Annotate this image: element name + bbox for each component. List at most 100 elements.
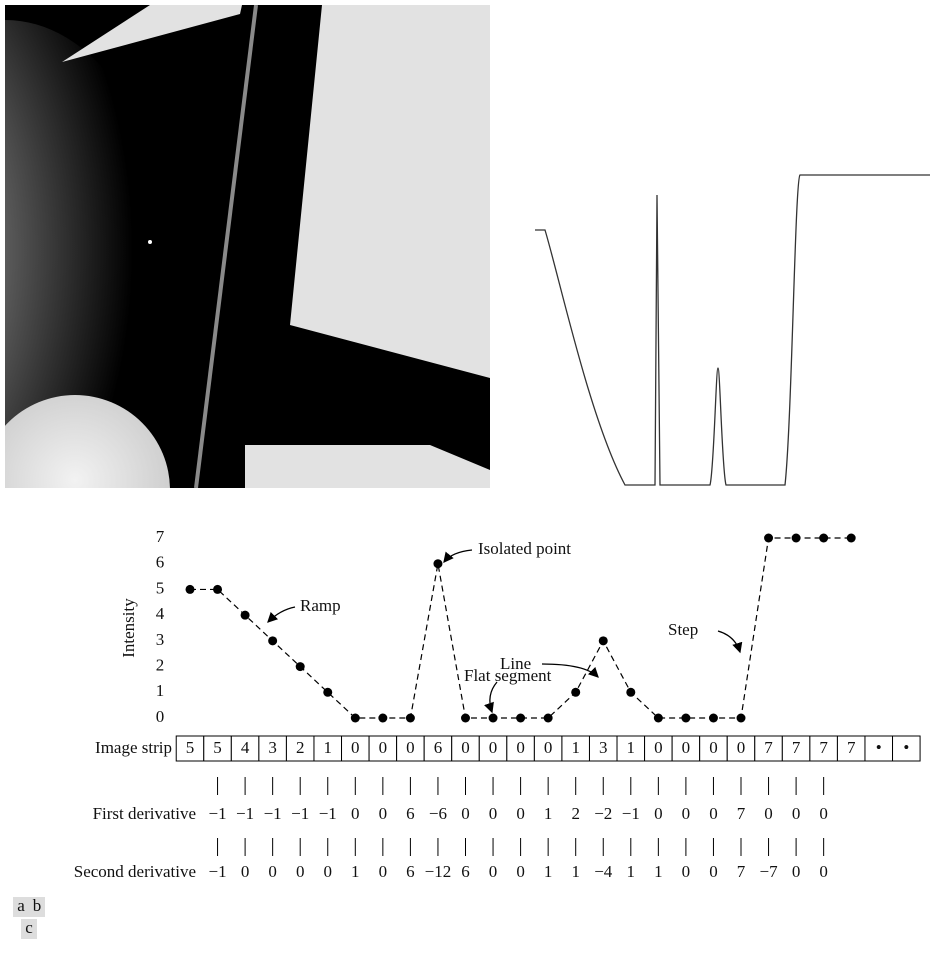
derivative-value: 6 — [461, 862, 470, 881]
derivative-value: 0 — [654, 804, 663, 823]
panel-label-box — [29, 897, 45, 917]
strip-value: • — [876, 738, 882, 757]
derivative-value: −6 — [429, 804, 447, 823]
strip-cell — [506, 735, 535, 762]
panel-label: c — [25, 918, 33, 937]
derivative-value: 1 — [544, 862, 553, 881]
data-point — [488, 713, 498, 723]
strip-cell — [285, 735, 315, 762]
derivative-value: 0 — [792, 804, 801, 823]
panel-label: b — [33, 896, 42, 915]
synthetic-image — [5, 5, 490, 488]
data-point — [433, 559, 443, 569]
derivative-value: 0 — [682, 862, 691, 881]
y-axis-label: Intensity — [119, 598, 138, 658]
strip-value: 0 — [682, 738, 691, 757]
intensity-profile — [535, 174, 930, 486]
row-label: Second derivative — [74, 862, 196, 881]
panel-label-box — [21, 919, 37, 939]
panel-label-box — [13, 897, 29, 917]
annotation: Ramp — [300, 596, 341, 615]
y-tick-label: 2 — [156, 655, 165, 674]
derivative-value: 0 — [489, 804, 498, 823]
derivative-value: 0 — [296, 862, 305, 881]
data-point — [185, 584, 195, 594]
data-point — [516, 713, 526, 723]
derivative-value: 0 — [709, 804, 718, 823]
derivative-value: 0 — [461, 804, 470, 823]
strip-cell — [616, 735, 646, 762]
y-tick-label: 6 — [156, 553, 165, 572]
data-point — [764, 533, 774, 543]
strip-value: 7 — [792, 738, 801, 757]
strip-cell — [644, 735, 673, 762]
derivative-value: −2 — [594, 804, 612, 823]
strip-value: 3 — [268, 738, 277, 757]
derivative-value: 1 — [544, 804, 553, 823]
annotation: Isolated point — [478, 539, 571, 558]
panel-label: a — [17, 896, 25, 915]
derivative-value: 7 — [737, 862, 746, 881]
data-point — [791, 533, 801, 543]
derivative-value: −1 — [291, 804, 309, 823]
derivative-value: 1 — [571, 862, 580, 881]
strip-value: 7 — [819, 738, 828, 757]
derivative-value: −1 — [209, 804, 227, 823]
strip-value: 7 — [847, 738, 856, 757]
y-tick-label: 1 — [156, 681, 165, 700]
strip-cell — [726, 735, 756, 762]
row-label: First derivative — [93, 804, 196, 823]
strip-value: • — [903, 738, 909, 757]
strip-cell — [892, 735, 921, 762]
strip-value: 0 — [351, 738, 360, 757]
derivative-value: −1 — [264, 804, 282, 823]
strip-cell — [561, 735, 590, 762]
strip-value: 4 — [241, 738, 250, 757]
strip-value: 0 — [379, 738, 388, 757]
strip-value: 5 — [186, 738, 195, 757]
strip-cell — [258, 735, 287, 762]
data-point — [819, 533, 829, 543]
strip-cell — [478, 735, 508, 762]
data-point — [598, 636, 608, 646]
derivative-value: −1 — [209, 862, 227, 881]
y-tick-label: 4 — [156, 604, 165, 623]
y-tick-label: 5 — [156, 578, 165, 597]
derivative-value: 0 — [516, 804, 525, 823]
dashed-line — [190, 537, 852, 719]
derivative-value: 0 — [819, 804, 828, 823]
strip-cell — [699, 735, 728, 762]
derivative-value: 0 — [709, 862, 718, 881]
strip-cell — [836, 735, 866, 762]
data-point — [405, 713, 415, 723]
derivative-value: −12 — [425, 862, 452, 881]
derivative-value: 0 — [819, 862, 828, 881]
data-point — [350, 713, 360, 723]
strip-cell — [588, 735, 618, 762]
data-point — [240, 610, 250, 620]
strip-value: 1 — [324, 738, 333, 757]
data-point — [213, 584, 223, 594]
row-label: Image strip — [95, 738, 172, 757]
derivative-value: 1 — [627, 862, 636, 881]
derivative-value: 0 — [682, 804, 691, 823]
annotation: Step — [668, 620, 698, 639]
strip-value: 0 — [489, 738, 498, 757]
annotation: Line — [500, 654, 531, 673]
data-point — [543, 713, 553, 723]
derivative-value: −1 — [319, 804, 337, 823]
strip-value: 0 — [654, 738, 663, 757]
y-tick-label: 0 — [156, 707, 165, 726]
data-point — [268, 636, 278, 646]
derivative-value: −7 — [760, 862, 779, 881]
derivative-value: 0 — [324, 862, 333, 881]
derivative-value: 0 — [379, 862, 388, 881]
derivative-value: −1 — [622, 804, 640, 823]
strip-cell — [313, 735, 343, 762]
y-tick-label: 3 — [156, 630, 165, 649]
strip-value: 0 — [737, 738, 746, 757]
strip-cell — [533, 735, 563, 762]
data-point — [461, 713, 470, 723]
data-point — [323, 687, 333, 697]
data-point — [736, 713, 746, 723]
